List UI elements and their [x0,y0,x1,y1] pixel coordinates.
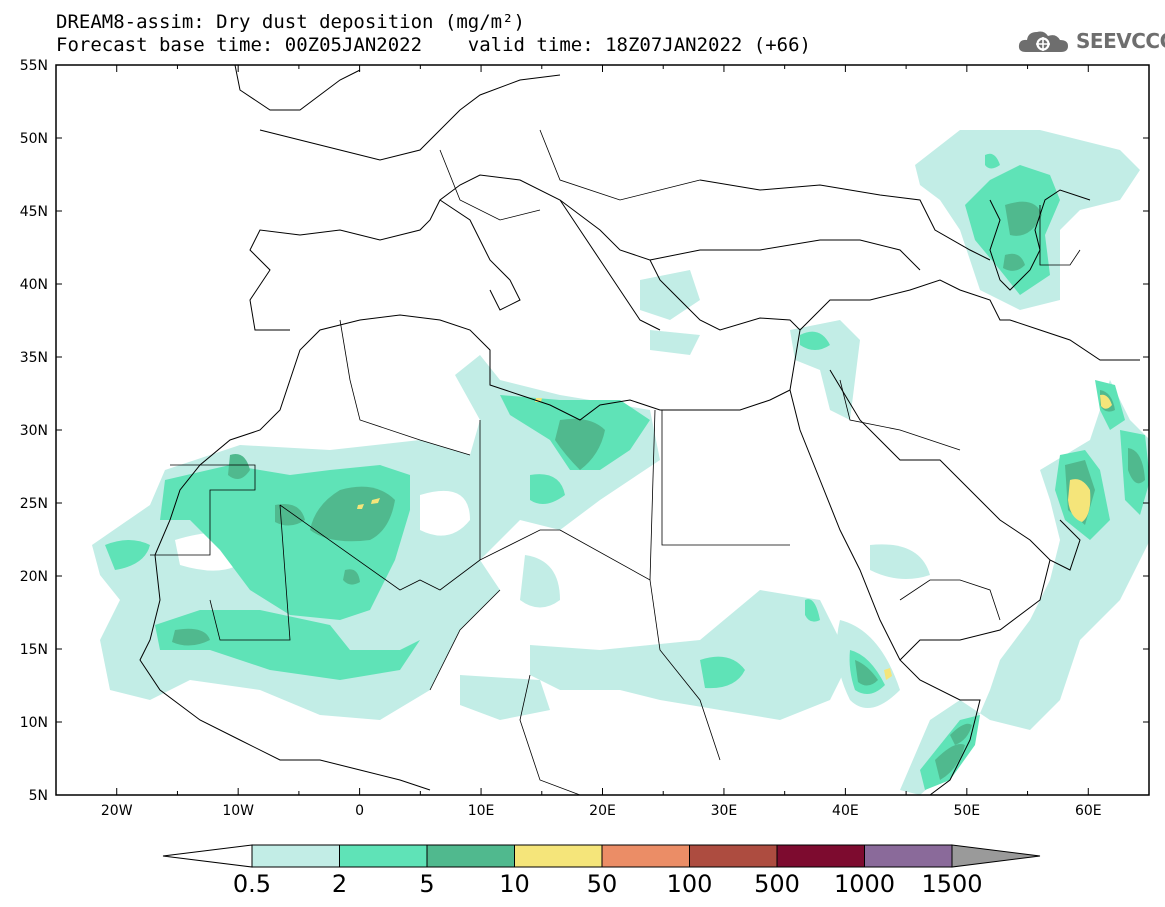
lat-label: 50N [20,131,48,147]
seevccc-logo: SEEVCCC [1016,24,1165,58]
lat-label: 10N [20,715,48,731]
lon-label: 0 [355,803,364,819]
colorbar-segment [864,844,953,868]
colorbar-legend: 0.5 2 5 10 50 100 500 1000 1500 [162,844,1041,898]
colorbar-label: 1000 [834,870,895,898]
coastlines [139,65,1140,795]
lon-label: 10E [468,803,495,819]
lat-label: 20N [20,569,48,585]
lat-label: 45N [20,204,48,220]
lon-label: 30E [711,803,738,819]
lat-label: 35N [20,350,48,366]
longitude-axis: 20W 10W 0 10E 20E 30E 40E 50E 60E [55,65,1150,819]
colorbar-segment [601,844,690,868]
colorbar-label: 1500 [921,870,982,898]
colorbar-label: 5 [419,870,434,898]
colorbar-segment [339,844,428,868]
dust-band-yellow [357,394,1112,680]
lat-label: 40N [20,277,48,293]
colorbar-label: 100 [667,870,713,898]
borders [150,129,1081,795]
colorbar-arrow-left [162,844,253,868]
lon-label: 10W [222,803,254,819]
colorbar-segment [426,844,515,868]
colorbar-segment [689,844,778,868]
lon-label: 20E [589,803,616,819]
lat-label: 15N [20,642,48,658]
colorbar-segment [776,844,865,868]
colorbar-label: 0.5 [233,870,271,898]
forecast-time-line: Forecast base time: 00Z05JAN2022 valid t… [56,34,811,56]
lat-label: 5N [29,788,48,804]
lon-label: 20W [101,803,133,819]
cloud-gear-icon [1018,31,1068,52]
colorbar-label: 2 [332,870,347,898]
lat-label: 55N [20,58,48,74]
lon-label: 40E [832,803,859,819]
colorbar-segment [514,844,603,868]
lon-label: 60E [1075,803,1102,819]
colorbar-label: 500 [754,870,800,898]
dust-fields [92,130,1149,795]
lon-label: 50E [953,803,980,819]
colorbar-label: 50 [587,870,618,898]
lat-label: 25N [20,496,48,512]
colorbar-label: 10 [499,870,530,898]
logo-text: SEEVCCC [1076,29,1165,53]
map-title: DREAM8-assim: Dry dust deposition (mg/m²… [56,11,525,33]
colorbar-segment [251,844,340,868]
lat-label: 30N [20,423,48,439]
latitude-axis: 55N 50N 45N 40N 35N 30N 25N 20N 15N 10N 5N [20,58,1149,804]
colorbar-arrow-right [951,844,1041,868]
